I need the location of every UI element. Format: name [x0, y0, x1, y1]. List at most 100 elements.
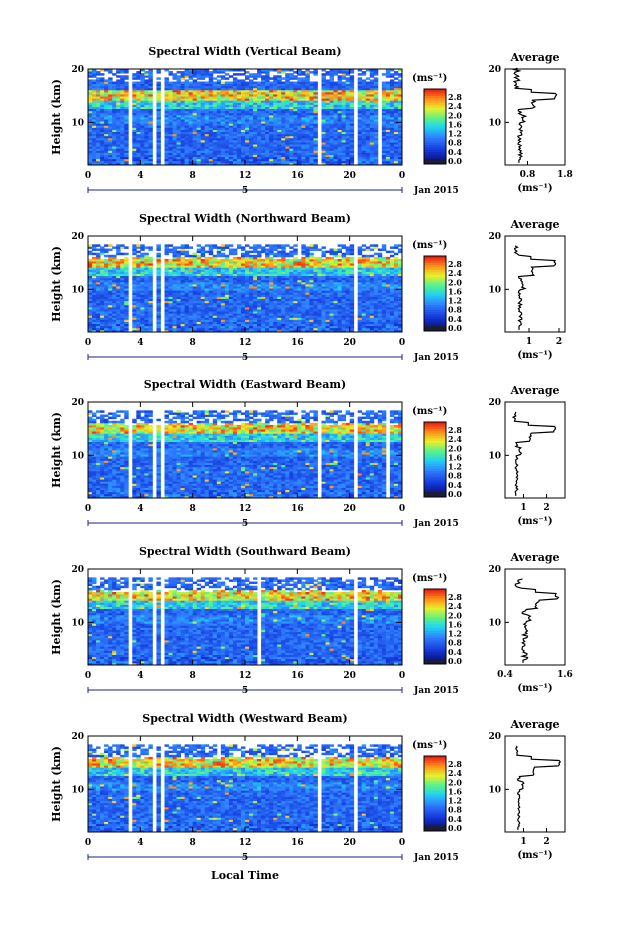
heatmap-cell	[172, 98, 177, 101]
heatmap-cell	[120, 269, 125, 272]
heatmap-cell	[140, 288, 145, 291]
heatmap-cell	[301, 142, 306, 145]
heatmap-cell	[281, 135, 286, 139]
heatmap-cell	[180, 87, 186, 91]
heatmap-cell	[381, 117, 387, 120]
heatmap-cell	[144, 156, 149, 160]
heatmap-cell	[116, 248, 121, 252]
heatmap-cell	[132, 306, 137, 310]
heatmap-cell	[261, 263, 266, 266]
heatmap-cell	[389, 160, 395, 164]
heatmap-cell	[200, 91, 206, 95]
heatmap-cell	[100, 133, 105, 137]
heatmap-cell	[116, 152, 121, 155]
heatmap-cell	[196, 279, 202, 283]
heatmap-cell	[228, 309, 234, 312]
heatmap-cell	[224, 323, 230, 327]
heatmap-cell	[365, 85, 371, 89]
heatmap-cell	[232, 292, 238, 295]
heatmap-cell	[341, 75, 347, 78]
heatmap-cell	[245, 117, 250, 120]
heatmap-cell	[361, 125, 367, 128]
heatmap-cell	[184, 304, 190, 308]
heatmap-cell	[120, 284, 125, 287]
heatmap-cell	[277, 94, 282, 97]
heatmap-cell	[104, 160, 109, 164]
heatmap-cell	[136, 108, 141, 112]
heatmap-cell	[389, 96, 395, 99]
heatmap-cell	[240, 100, 246, 103]
heatmap-cell	[357, 156, 363, 160]
heatmap-cell	[289, 133, 294, 137]
heatmap-cell	[212, 160, 218, 164]
heatmap-cell	[285, 137, 290, 141]
heatmap-cell	[240, 110, 246, 114]
heatmap-cell	[389, 154, 395, 158]
heatmap-cell	[140, 139, 145, 143]
heatmap-cell	[116, 114, 121, 118]
heatmap-cell	[228, 144, 234, 147]
heatmap-cell	[120, 311, 125, 314]
heatmap-cell	[224, 288, 230, 291]
heatmap-cell	[208, 152, 214, 155]
heatmap-cell	[180, 290, 186, 293]
heatmap-cell	[345, 137, 351, 141]
heatmap-cell	[148, 123, 153, 126]
heatmap-cell	[289, 156, 294, 160]
heatmap-cell	[200, 286, 206, 289]
heatmap-cell	[200, 117, 206, 120]
heatmap-cell	[393, 142, 399, 145]
heatmap-cell	[285, 100, 290, 103]
heatmap-cell	[200, 131, 206, 135]
heatmap-cell	[253, 261, 258, 264]
heatmap-cell	[196, 304, 202, 308]
heatmap-cell	[369, 94, 375, 97]
heatmap-cell	[321, 73, 326, 76]
heatmap-cell	[357, 125, 363, 128]
heatmap-cell	[224, 91, 230, 95]
colorbar-segment	[424, 147, 446, 151]
heatmap-cell	[124, 294, 129, 297]
heatmap-cell	[253, 75, 258, 78]
heatmap-cell	[245, 112, 250, 116]
heatmap-cell	[120, 286, 125, 289]
heatmap-cell	[88, 317, 93, 320]
heatmap-cell	[104, 125, 109, 128]
heatmap-cell	[112, 89, 117, 93]
heatmap-cell	[265, 311, 270, 314]
heatmap-cell	[309, 125, 314, 128]
heatmap-cell	[341, 125, 347, 128]
heatmap-cell	[148, 292, 153, 295]
heatmap-cell	[245, 150, 250, 153]
heatmap-cell	[136, 131, 141, 135]
heatmap-cell	[228, 160, 234, 164]
heatmap-cell	[337, 144, 343, 147]
heatmap-cell	[136, 317, 141, 320]
heatmap-cell	[168, 112, 173, 116]
heatmap-cell	[108, 154, 113, 158]
heatmap-cell	[297, 94, 302, 97]
heatmap-cell	[269, 117, 274, 120]
heatmap-cell	[321, 162, 326, 166]
heatmap-cell	[88, 91, 93, 95]
heatmap-cell	[136, 254, 141, 258]
heatmap-cell	[228, 154, 234, 158]
heatmap-cell	[120, 306, 125, 310]
heatmap-cell	[156, 321, 161, 325]
heatmap-cell	[168, 288, 173, 291]
heatmap-cell	[289, 89, 294, 93]
heatmap-cell	[184, 139, 190, 143]
heatmap-cell	[156, 273, 161, 277]
heatmap-cell	[261, 117, 266, 120]
heatmap-cell	[216, 104, 222, 107]
heatmap-cell	[349, 104, 355, 107]
heatmap-cell	[164, 263, 169, 266]
heatmap-cell	[216, 302, 222, 306]
heatmap-cell	[92, 273, 97, 277]
heatmap-cell	[297, 108, 302, 112]
heatmap-cell	[120, 127, 125, 130]
heatmap-cell	[212, 114, 218, 118]
heatmap-cell	[140, 85, 145, 89]
heatmap-cell	[156, 110, 161, 114]
